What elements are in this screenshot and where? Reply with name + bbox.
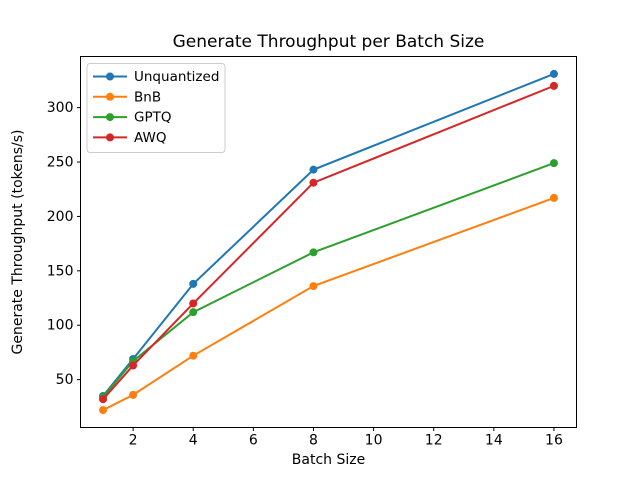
x-tick-label: 10 <box>365 433 383 449</box>
y-tick-label: 100 <box>47 318 74 334</box>
y-tick-label: 150 <box>47 263 74 279</box>
x-tick-label: 6 <box>249 433 258 449</box>
data-point-awq-4 <box>189 299 198 308</box>
data-point-bnb-8 <box>309 282 318 291</box>
legend-label-bnb: BnB <box>134 89 161 105</box>
series-line-bnb <box>102 196 555 411</box>
y-tick-label: 300 <box>47 100 74 116</box>
legend-box <box>86 63 226 153</box>
legend-label-awq: AWQ <box>134 130 166 146</box>
data-point-gptq-8 <box>309 248 318 257</box>
plot-area: 2 4 6 8 10 12 14 16 50 100 150 200 250 300 <box>47 56 577 449</box>
legend-label-gptq: GPTQ <box>134 110 171 126</box>
x-tick-label: 4 <box>189 433 198 449</box>
data-point-unquantized-4 <box>189 279 198 288</box>
data-point-awq-16 <box>549 81 558 90</box>
x-tick-label: 14 <box>485 433 503 449</box>
data-point-gptq-16 <box>549 159 558 168</box>
legend-marker-awq <box>106 133 114 142</box>
data-point-unquantized-16 <box>549 69 558 78</box>
data-point-bnb-4 <box>189 351 198 360</box>
axes-frame <box>80 56 577 428</box>
data-point-unquantized-8 <box>309 165 318 174</box>
data-point-bnb-2 <box>129 390 138 399</box>
y-tick-label: 250 <box>47 155 74 171</box>
chart-title: Generate Throughput per Batch Size <box>173 32 485 52</box>
x-tick-label: 8 <box>309 433 318 449</box>
data-point-awq-1 <box>99 395 108 404</box>
y-tick-label: 200 <box>47 209 74 225</box>
data-point-bnb-1 <box>99 406 108 415</box>
legend-marker-gptq <box>106 113 114 122</box>
legend-marker-unquantized <box>106 72 114 81</box>
x-tick-label: 12 <box>425 433 443 449</box>
data-point-awq-2 <box>129 361 138 370</box>
x-tick-label: 16 <box>545 433 563 449</box>
y-tick-label: 50 <box>56 372 74 388</box>
x-tick-label: 2 <box>129 433 138 449</box>
data-point-gptq-4 <box>189 308 198 317</box>
y-axis-label: Generate Throughput (tokens/s) <box>10 130 26 355</box>
data-point-bnb-16 <box>549 193 558 202</box>
legend-marker-bnb <box>106 92 114 101</box>
data-point-awq-8 <box>309 178 318 187</box>
legend-label-unquantized: Unquantized <box>134 69 219 85</box>
legend: Unquantized BnB GPTQ AWQ <box>86 63 226 153</box>
x-axis-label: Batch Size <box>292 452 365 468</box>
